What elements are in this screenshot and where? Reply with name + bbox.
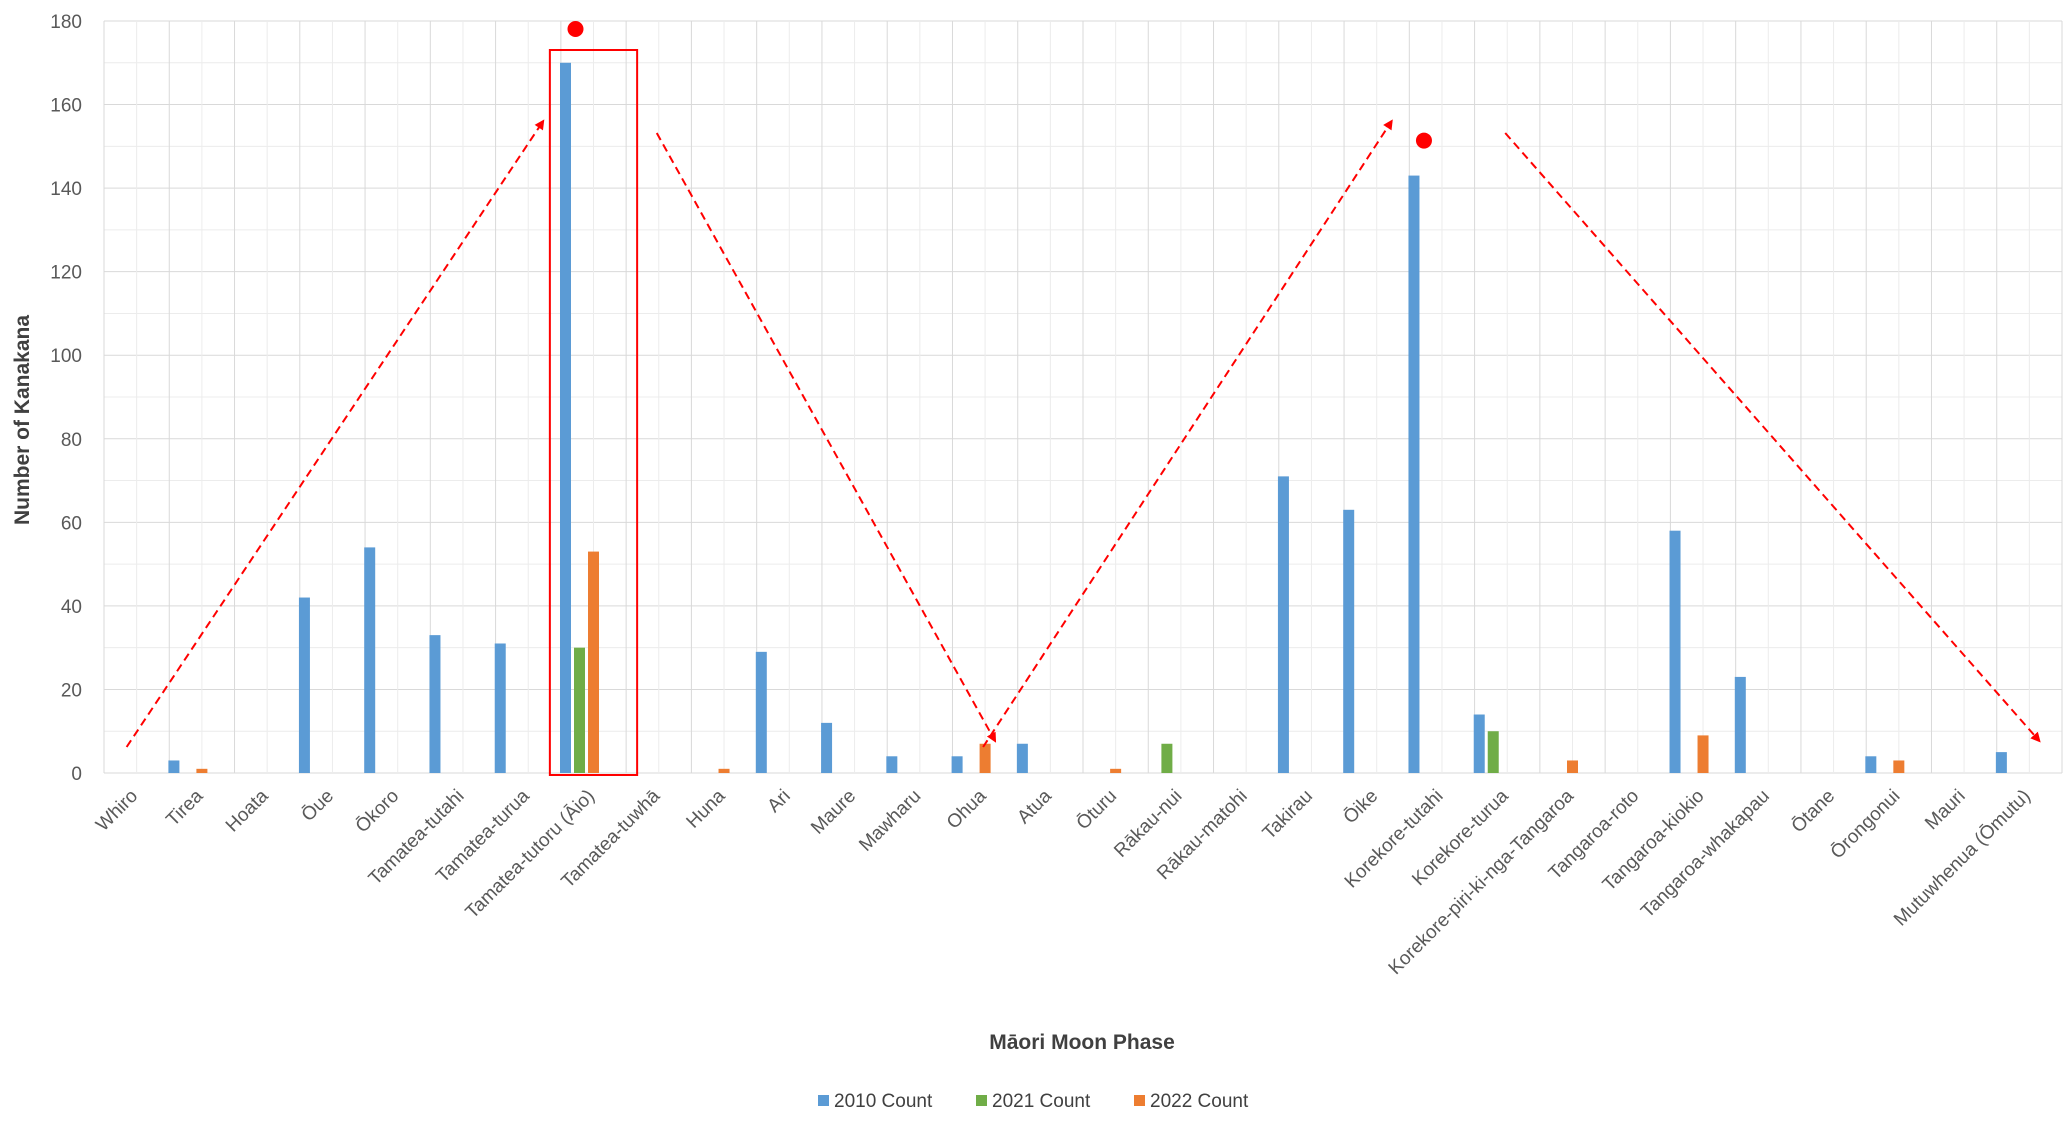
bar: [979, 743, 991, 773]
x-tick-label: Ōkoro: [352, 786, 403, 837]
bar: [1016, 743, 1028, 773]
x-axis-ticks: Whiro Tirea Hoata Ōue ŌkoroTamatea-tutahiTam…: [92, 785, 2035, 979]
x-tick-label: Huna: [683, 785, 730, 832]
bar: [1865, 756, 1877, 773]
bar: [429, 635, 441, 773]
legend: 2010 Count 2021 Count 2022 Count: [818, 1091, 1249, 1112]
peak-marker: [1415, 132, 1432, 149]
bar: [560, 62, 571, 774]
bar: [588, 551, 599, 773]
x-tick-label: Maure: [807, 786, 860, 839]
y-axis-title: Number of Kanakana: [11, 315, 34, 525]
y-axis-ticks: 0 20 40 60 80 100 120 140 160 180: [50, 12, 82, 785]
trend-arrow: [1504, 132, 2041, 743]
x-tick-label: Ōrongonui: [1827, 786, 1905, 864]
bar: [494, 643, 506, 773]
bar: [951, 756, 963, 773]
x-tick-label: Whiro: [92, 786, 142, 836]
y-tick-label: 20: [61, 680, 82, 701]
bar: [1487, 731, 1499, 773]
annotations: [125, 21, 2041, 776]
gridlines: [103, 20, 2063, 774]
trend-arrow: [655, 132, 997, 743]
x-tick-label: Ohua: [943, 785, 991, 833]
bar: [298, 597, 310, 773]
peak-marker: [567, 21, 584, 37]
bar: [1343, 509, 1355, 773]
x-axis-title: Māori Moon Phase: [989, 1031, 1175, 1054]
legend-swatch: [976, 1095, 987, 1106]
y-tick-label: 140: [50, 179, 82, 200]
bar: [886, 756, 898, 773]
bar: [718, 768, 730, 773]
x-tick-label: Ōtane: [1788, 786, 1839, 837]
legend-label: 2021 Count: [992, 1091, 1091, 1112]
x-tick-label: Ōue: [298, 786, 338, 826]
bar: [755, 651, 767, 773]
bar: [1995, 752, 2007, 773]
x-tick-label: Tangaroa-whakapau: [1637, 786, 1774, 923]
x-tick-label: Hoata: [222, 785, 273, 836]
legend-label: 2022 Count: [1150, 1091, 1249, 1112]
bar: [1697, 735, 1709, 773]
x-tick-label: Takirau: [1259, 786, 1317, 844]
bar: [1473, 714, 1485, 773]
x-tick-label: Ōturu: [1073, 786, 1121, 834]
x-tick-label: Ōike: [1340, 786, 1382, 828]
bar: [1893, 760, 1905, 773]
y-tick-label: 60: [61, 513, 82, 534]
trend-arrow: [982, 119, 1393, 748]
highlight-box: [548, 49, 639, 776]
bar: [1669, 530, 1681, 773]
bar: [196, 768, 208, 773]
bar: [1277, 476, 1289, 773]
y-tick-label: 40: [61, 597, 82, 618]
legend-swatch: [818, 1095, 829, 1106]
bar: [1408, 175, 1420, 774]
bar: [1567, 760, 1578, 773]
y-tick-label: 160: [50, 96, 82, 117]
bar: [1110, 768, 1122, 773]
y-tick-label: 180: [50, 12, 82, 33]
x-tick-label: Mauri: [1921, 786, 1969, 834]
x-tick-label: Tamatea-tutoru (Āio): [462, 786, 599, 923]
bar: [1161, 743, 1173, 773]
x-tick-label: Tirea: [162, 785, 207, 830]
bar: [168, 760, 180, 773]
y-tick-label: 100: [50, 346, 82, 367]
bars: [168, 62, 2007, 774]
bar: [574, 647, 585, 773]
legend-label: 2010 Count: [834, 1091, 933, 1112]
y-tick-label: 120: [50, 263, 82, 284]
trend-arrow: [125, 119, 545, 748]
legend-swatch: [1134, 1095, 1145, 1106]
bar: [364, 547, 376, 773]
x-tick-label: Mawharu: [855, 786, 925, 856]
bar: [821, 722, 833, 773]
x-tick-label: Atua: [1013, 785, 1056, 828]
y-tick-label: 0: [71, 764, 82, 785]
y-tick-label: 80: [61, 430, 82, 451]
x-tick-label: Ari: [764, 786, 795, 817]
bar: [1734, 676, 1746, 773]
